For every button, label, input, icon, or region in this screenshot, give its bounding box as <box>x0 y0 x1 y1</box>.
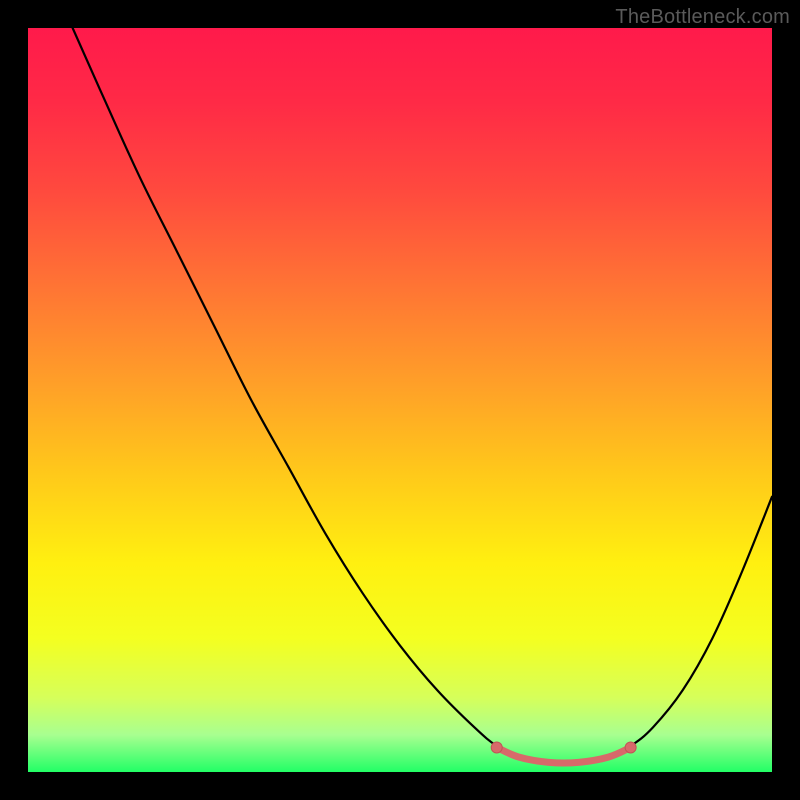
gradient-background <box>28 28 772 772</box>
watermark-text: TheBottleneck.com <box>615 6 790 29</box>
chart-container: TheBottleneck.com <box>0 0 800 800</box>
plot-area <box>28 28 772 772</box>
chart-svg <box>28 28 772 772</box>
range-marker-start <box>491 742 502 753</box>
range-marker-end <box>625 742 636 753</box>
